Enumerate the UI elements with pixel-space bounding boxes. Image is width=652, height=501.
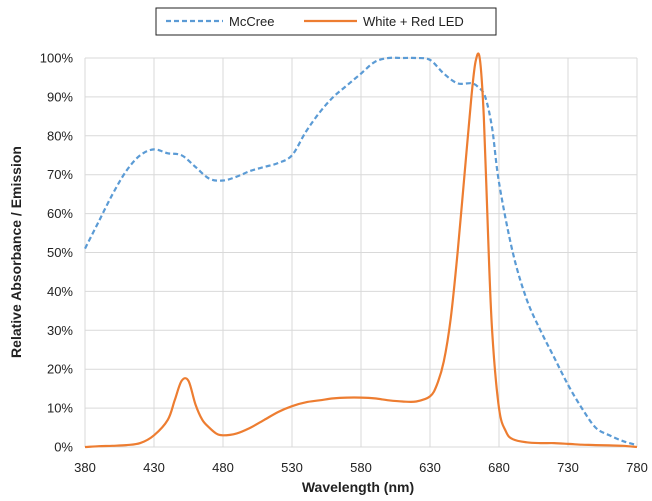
y-tick-label: 0% — [54, 440, 73, 455]
y-tick-label: 100% — [40, 51, 74, 66]
x-axis-ticks: 380 430 480 530 580 630 680 730 780 — [74, 460, 648, 475]
x-tick-label: 380 — [74, 460, 96, 475]
y-tick-label: 30% — [47, 323, 73, 338]
x-tick-label: 680 — [488, 460, 510, 475]
series-line-mccree — [84, 56, 638, 447]
y-tick-label: 40% — [47, 284, 73, 299]
y-tick-label: 80% — [47, 128, 73, 143]
x-tick-label: 580 — [350, 460, 372, 475]
y-tick-label: 10% — [47, 401, 73, 416]
x-axis-title: Wavelength (nm) — [302, 479, 414, 495]
y-axis-title: Relative Absorbance / Emission — [8, 146, 24, 358]
y-axis-ticks: 0% 10% 20% 30% 40% 50% 60% 70% 80% 90% 100% — [40, 51, 74, 455]
legend: McCree White + Red LED — [155, 7, 497, 36]
x-tick-label: 780 — [626, 460, 648, 475]
x-tick-label: 730 — [557, 460, 579, 475]
y-tick-label: 70% — [47, 167, 73, 182]
x-tick-label: 480 — [212, 460, 234, 475]
grid — [84, 57, 638, 448]
y-tick-label: 60% — [47, 206, 73, 221]
legend-label-mccree: McCree — [229, 14, 275, 29]
y-tick-label: 50% — [47, 245, 73, 260]
x-tick-label: 430 — [143, 460, 165, 475]
legend-label-led: White + Red LED — [363, 14, 464, 29]
series-lines — [84, 52, 638, 449]
y-tick-label: 20% — [47, 362, 73, 377]
y-tick-label: 90% — [47, 89, 73, 104]
series-line-white-red-led — [84, 52, 638, 449]
x-tick-label: 630 — [419, 460, 441, 475]
x-tick-label: 530 — [281, 460, 303, 475]
